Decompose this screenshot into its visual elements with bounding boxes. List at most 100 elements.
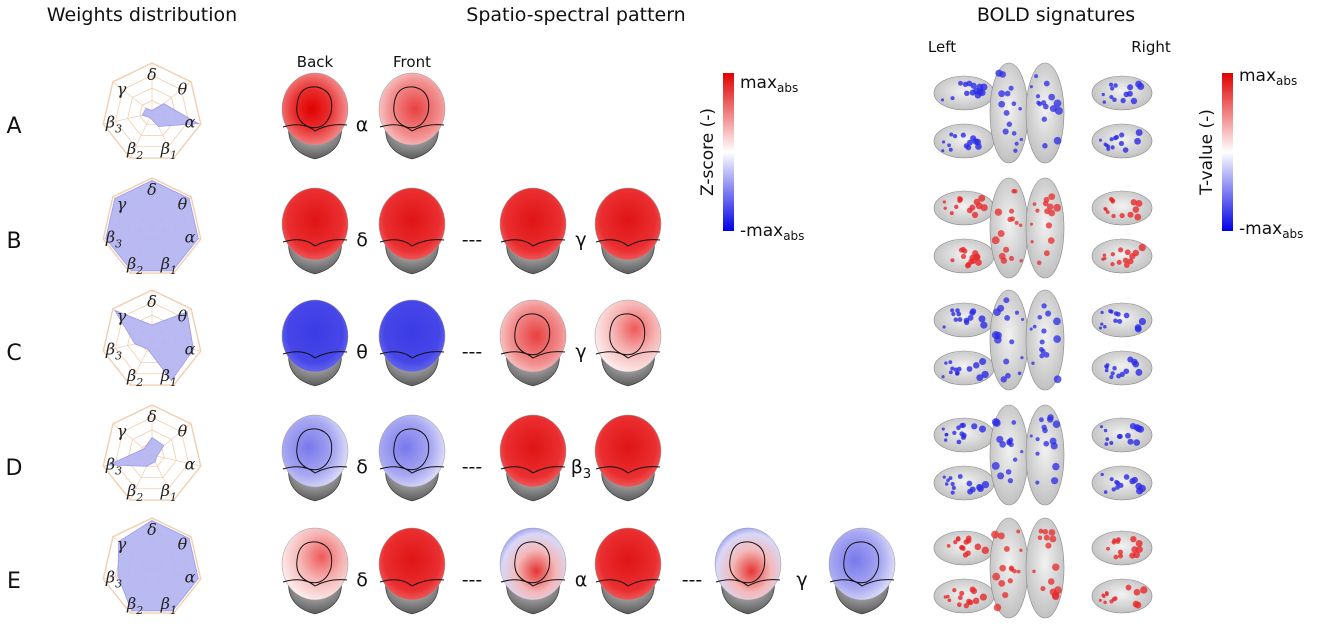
row-a-brain-right-lateral (1091, 75, 1153, 111)
row-a-brain-activation (1134, 137, 1141, 145)
row-e-brain-activation (970, 588, 978, 595)
row-a-brain-activation (965, 144, 972, 151)
row-a-brain-activation (1043, 80, 1050, 87)
row-b-brain-activation (1110, 252, 1116, 257)
row-d-brain-activation (959, 422, 965, 428)
row-d-brain-activation (1008, 437, 1014, 443)
row-b-brain-activation (950, 258, 955, 263)
row-d-band-label-1: β3 (571, 456, 591, 482)
row-e-brain-activation (1043, 534, 1050, 541)
row-c-brain-activation (942, 325, 946, 329)
row-b-brain-activation (1032, 202, 1037, 206)
row-d-brain-activation (1115, 480, 1121, 486)
row-c-head-1-back (499, 299, 567, 387)
row-b-brain-activation (960, 253, 967, 260)
row-b-brain-activation (1119, 212, 1125, 219)
row-c-brain-activation (1117, 318, 1123, 324)
row-d-radar-grid (127, 429, 177, 478)
row-a-radar-label-delta: δ (147, 65, 157, 84)
row-e-head-0-back-edge (282, 579, 348, 587)
row-d-bold-brains (933, 404, 1153, 506)
row-b-head-0-back-scalp (281, 187, 349, 261)
row-a-brain-activation (941, 149, 945, 153)
colorbar-bold-title: T-value (-) (1197, 109, 1217, 196)
row-c-brain-activation (956, 311, 962, 317)
row-e-brain-activation (1105, 592, 1109, 597)
row-b-brain-activation (1047, 237, 1055, 244)
row-e-brain-activation (1003, 545, 1010, 552)
row-a-head-0-back-scalp (281, 72, 349, 146)
row-b-brain-activation (1132, 206, 1140, 213)
row-b-bold-brains (933, 177, 1153, 279)
label-back: Back (297, 53, 334, 71)
colorbar-bold-gradient (1222, 73, 1233, 231)
row-b-brain-activation (1134, 213, 1142, 221)
row-a-brain-activation (1053, 99, 1062, 108)
row-d-brain-activation (1099, 425, 1104, 429)
row-c-brain-activation (980, 321, 988, 329)
row-a-brain-activation (948, 147, 953, 152)
row-c-brain-activation (954, 371, 960, 376)
row-b-brain-activation (1104, 207, 1108, 212)
row-d-brain-activation (967, 488, 973, 495)
row-c-brain-activation (950, 308, 955, 313)
row-d-brain-activation (1129, 422, 1137, 430)
row-a-radar-weights (141, 103, 200, 127)
row-d-radar-label-gamma: γ (117, 422, 127, 441)
row-c-brain-activation (953, 367, 958, 372)
row-d-radar-spoke (151, 454, 201, 467)
row-d-brain-activation (942, 475, 946, 479)
header-weights: Weights distribution (47, 4, 237, 26)
row-b-brain-activation (942, 200, 947, 204)
row-c-brain-activation (944, 361, 948, 365)
row-c-radar-label-beta2: β2 (126, 366, 143, 389)
row-b-brain-activation (975, 259, 982, 266)
row-e-brain-activation (1106, 546, 1110, 551)
row-e-radar-label-gamma: γ (117, 535, 127, 554)
row-d-brain-activation (941, 427, 945, 431)
row-a-radar-spoke (129, 112, 153, 159)
row-a-brain-activation (1102, 100, 1107, 104)
row-b-head-0-front (378, 187, 446, 275)
row-d-brain-activation (1011, 420, 1017, 425)
row-e-brain-activation (1051, 591, 1060, 599)
row-d-radar-grid (139, 442, 165, 467)
row-d-brain-activation (1007, 478, 1014, 484)
row-e-brain-activation (998, 579, 1006, 587)
row-a-brain-activation (1108, 82, 1114, 87)
row-c-brain-activation (1017, 371, 1022, 376)
row-e-bold-brains (933, 517, 1153, 619)
row-d-brain-activation (996, 435, 1004, 443)
row-c-radar-label-gamma: γ (117, 307, 127, 326)
row-e-brain-activation (1135, 545, 1143, 553)
row-c-brain-activation (1134, 324, 1142, 331)
row-d-brain-activation (978, 425, 986, 433)
row-d-brain-activation (1052, 462, 1060, 471)
row-e-head-2-back-edge (715, 579, 781, 587)
row-e-brain-activation (993, 603, 1002, 612)
row-b-brain-activation (978, 194, 986, 202)
row-d-brain-activation (1103, 428, 1108, 433)
row-e-brain-activation (1042, 528, 1049, 535)
row-c-brain-activation (1103, 325, 1107, 329)
row-c-head-0-back-scalp (281, 299, 349, 373)
row-b-head-1-back (499, 187, 567, 275)
row-a-brain-activation (1004, 90, 1011, 97)
row-b-brain-right-lateral (1091, 190, 1153, 226)
row-a-brain-activation (1035, 94, 1041, 99)
row-e-brain-activation (1113, 554, 1119, 560)
row-c-head-0-front-scalp (378, 299, 446, 373)
row-b-brain-activation (1018, 223, 1023, 227)
row-e-radar-label-theta: θ (178, 535, 188, 554)
row-a-brain-dorsal-right (1025, 62, 1065, 164)
row-e-brain-activation (1125, 584, 1132, 591)
row-b-brain-activation (1053, 203, 1061, 212)
row-b-brain-activation (1045, 222, 1053, 229)
row-d-brain-activation (1123, 474, 1130, 480)
row-c-head-1-back-scalp (499, 299, 567, 373)
row-b-brain-activation (1118, 247, 1124, 253)
row-e-brain-activation (974, 543, 982, 551)
row-d-brain-activation (1104, 442, 1109, 446)
